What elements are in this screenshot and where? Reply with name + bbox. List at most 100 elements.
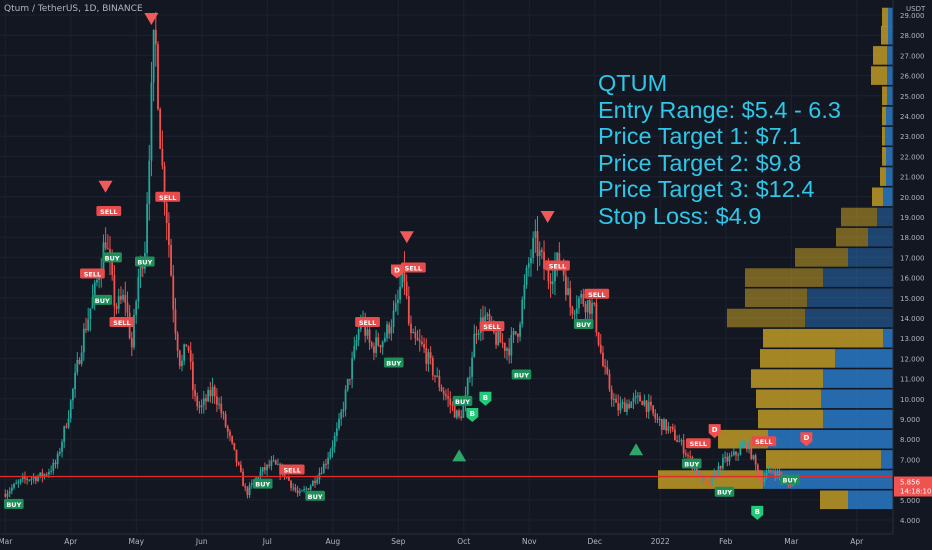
volume-profile-bar-up xyxy=(883,328,893,348)
volume-profile-bar-up xyxy=(881,450,893,469)
buy-signal-label: BUY xyxy=(305,490,325,501)
candle-body xyxy=(296,490,299,494)
candle-body xyxy=(172,275,175,310)
sell-signal-label: SELL xyxy=(400,262,426,273)
candle-body xyxy=(52,462,55,471)
candle-body xyxy=(689,456,692,458)
sell-label-text: SELL xyxy=(755,438,772,446)
buy-signal-label: BUY xyxy=(780,474,800,485)
volume-profile-bar-up xyxy=(887,46,893,65)
candle-body xyxy=(660,419,663,430)
candle-body xyxy=(222,413,225,415)
sell-pin-marker: D xyxy=(800,432,813,447)
volume-profile-bar-down xyxy=(871,66,887,85)
trade-annotation: QTUM Entry Range: $5.4 - 6.3 Price Targe… xyxy=(598,70,841,229)
candle-body xyxy=(588,300,591,314)
candle-body xyxy=(298,491,301,494)
buy-label-text: BUY xyxy=(105,254,120,262)
candle-body xyxy=(8,491,11,494)
candle-body xyxy=(15,483,18,485)
candle-body xyxy=(10,487,13,492)
candle-body xyxy=(148,160,151,204)
candle-body xyxy=(246,487,249,496)
candle-body xyxy=(152,29,155,83)
time-tick-label: Nov xyxy=(522,537,537,546)
price-tick-label: 10.000 xyxy=(900,396,925,404)
candle-body xyxy=(521,299,524,325)
candle-body xyxy=(390,326,393,334)
sell-signal-label: SELL xyxy=(279,464,305,475)
candle-body xyxy=(654,413,657,419)
sell-signal-label: SELL xyxy=(109,317,135,328)
candle-body xyxy=(133,314,135,348)
candle-body xyxy=(205,398,207,402)
price-tick-label: 19.000 xyxy=(900,214,925,222)
candle-body xyxy=(157,44,159,110)
candle-body xyxy=(250,483,253,486)
candle-body xyxy=(111,260,114,275)
candle-body xyxy=(259,471,262,478)
signal-labels: BUY SELL SELL BUY BUY SELL BUY SELL BUY SELL BUY SE… xyxy=(4,191,800,509)
sell-signal-label: SELL xyxy=(685,438,711,449)
sell-label-text: SELL xyxy=(84,271,101,279)
candle-body xyxy=(58,451,61,454)
candle-body xyxy=(290,480,292,488)
buy-label-text: BUY xyxy=(514,372,529,380)
price-tick-label: 18.000 xyxy=(900,234,925,242)
candle-body xyxy=(455,410,458,418)
candle-body xyxy=(65,426,68,428)
candle-body xyxy=(39,472,42,477)
candle-body xyxy=(239,464,242,472)
candle-body xyxy=(364,320,367,336)
candle-body xyxy=(309,485,312,490)
candle-body xyxy=(772,471,774,473)
candle-body xyxy=(564,275,567,295)
sell-label-text: SELL xyxy=(549,262,566,270)
volume-profile-bar-down xyxy=(727,308,805,328)
candle-body xyxy=(194,389,196,397)
volume-profile-bar-down xyxy=(658,470,763,489)
candle-body xyxy=(13,483,15,488)
candle-body xyxy=(789,483,792,487)
candle-body xyxy=(233,442,236,450)
candle-body xyxy=(45,474,48,476)
candle-body xyxy=(244,486,247,488)
buy-label-text: BUY xyxy=(386,359,401,367)
volume-profile-bar-down xyxy=(880,167,886,186)
candle-body xyxy=(735,451,737,456)
time-tick-label: Feb xyxy=(719,537,733,546)
candle-body xyxy=(242,471,244,487)
candle-body xyxy=(379,345,382,348)
volume-profile-bar-down xyxy=(882,147,886,166)
candle-body xyxy=(608,373,611,390)
candle-body xyxy=(366,329,369,336)
candle-body xyxy=(641,401,644,406)
candle-body xyxy=(778,471,781,476)
candle-body xyxy=(4,493,7,497)
candle-body xyxy=(447,396,449,399)
price-tick-label: 12.000 xyxy=(900,355,925,363)
candle-body xyxy=(619,403,622,411)
candle-body xyxy=(575,308,578,314)
time-axis: Mar Apr May Jun Jul Aug Sep Oct Nov Dec 2022 Feb Mar… xyxy=(0,533,893,550)
time-tick-label: 2022 xyxy=(651,537,670,546)
candle-body xyxy=(96,279,98,283)
time-tick-label: Sep xyxy=(391,537,405,546)
candle-body xyxy=(335,428,338,436)
candle-body xyxy=(351,358,354,380)
candle-body xyxy=(167,223,170,246)
candle-body xyxy=(748,442,750,450)
candle-body xyxy=(187,346,190,351)
candle-body xyxy=(196,396,199,407)
candle-body xyxy=(399,286,401,300)
candle-body xyxy=(460,416,463,418)
volume-profile-bar-down xyxy=(766,450,881,469)
candle-body xyxy=(56,453,59,465)
candle-body xyxy=(54,462,57,465)
candle-body xyxy=(80,352,83,364)
time-tick-label: Mar xyxy=(784,537,799,546)
candle-body xyxy=(266,464,268,471)
buy-label-text: BUY xyxy=(576,321,591,329)
